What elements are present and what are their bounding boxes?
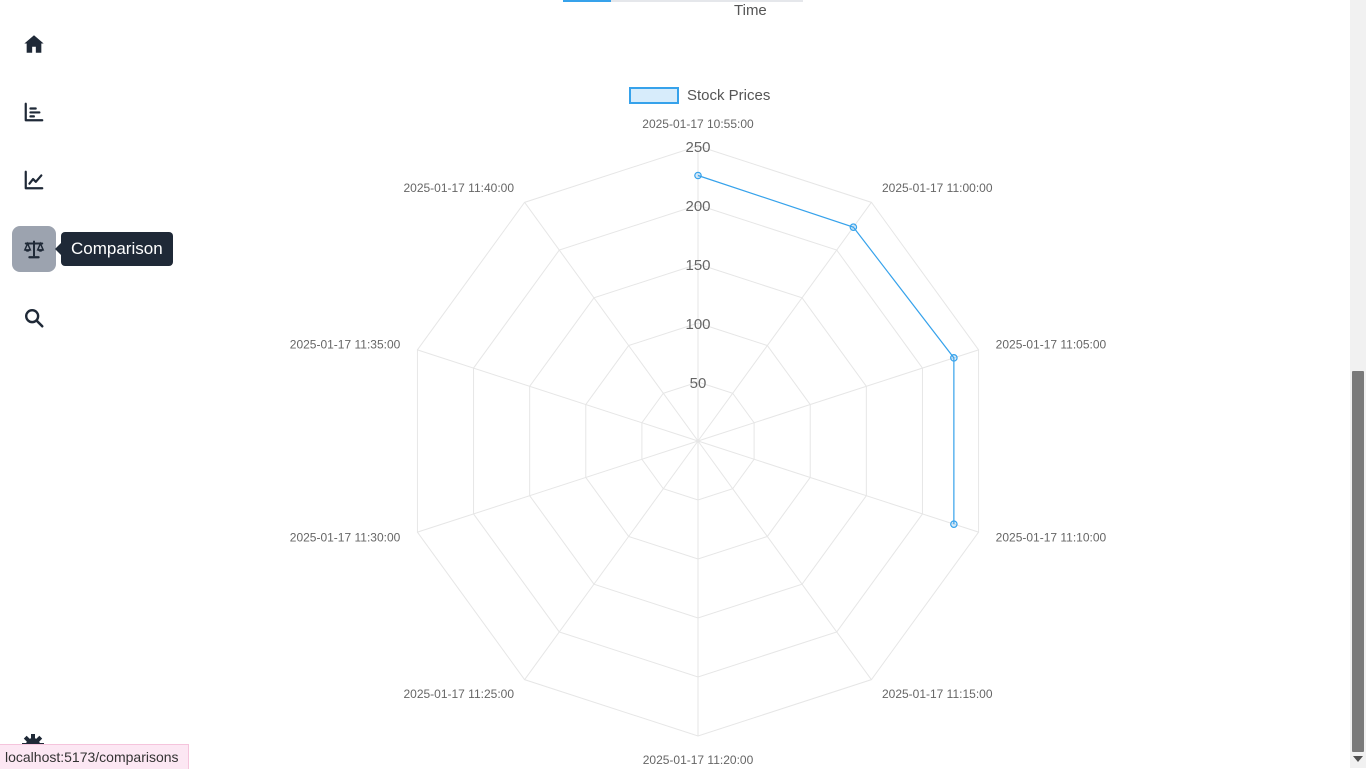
radar-series-line [697, 174, 955, 525]
nav-tooltip: Comparison [55, 232, 173, 266]
radar-spoke [697, 202, 872, 442]
radar-point-label: 2025-01-17 10:55:00 [642, 117, 754, 131]
radar-spoke [417, 440, 699, 533]
bar-chart-icon [24, 102, 44, 122]
radar-point-label: 2025-01-17 11:00:00 [882, 181, 993, 195]
nav-search[interactable] [12, 295, 56, 341]
page-scrollbar-thumb[interactable] [1352, 371, 1364, 752]
nav-home[interactable] [12, 21, 56, 67]
previous-chart-scrollbar-thumb [563, 0, 611, 2]
radar-tick-label: 50 [690, 375, 707, 392]
radar-tick-label: 200 [685, 198, 710, 215]
radar-point-label: 2025-01-17 11:35:00 [290, 337, 401, 351]
radar-data-point [694, 171, 702, 180]
radar-data-point [950, 520, 958, 528]
radar-point-label: 2025-01-17 11:05:00 [996, 337, 1107, 351]
radar-data-point [950, 354, 958, 362]
radar-spoke [417, 349, 699, 442]
radar-tick-label: 150 [685, 257, 710, 274]
nav-line-chart[interactable] [12, 157, 56, 203]
radar-point-label: 2025-01-17 11:15:00 [882, 687, 993, 701]
status-bar-url: localhost:5173/comparisons [0, 744, 189, 769]
search-icon [25, 309, 44, 328]
radar-spoke [524, 202, 699, 442]
radar-spoke [697, 349, 979, 442]
radar-point-label: 2025-01-17 11:30:00 [290, 531, 401, 545]
legend-swatch [629, 87, 679, 104]
nav-comparison[interactable] [12, 226, 56, 272]
radar-tick-label: 250 [685, 139, 710, 156]
line-chart-icon [24, 170, 44, 190]
radar-spoke [697, 440, 872, 680]
home-icon [24, 35, 44, 53]
radar-tick-label: 100 [685, 316, 710, 333]
radar-data-point [849, 223, 858, 231]
scroll-down-arrow[interactable] [1353, 756, 1363, 762]
scale-icon [23, 240, 45, 259]
radar-point-label: 2025-01-17 11:25:00 [403, 687, 514, 701]
nav-bar-chart[interactable] [12, 89, 56, 135]
chart-legend[interactable]: Stock Prices [629, 87, 770, 104]
radar-point-label: 2025-01-17 11:20:00 [643, 753, 754, 767]
radar-spoke [697, 440, 979, 533]
radar-spoke [524, 440, 699, 680]
radar-point-label: 2025-01-17 11:10:00 [996, 531, 1107, 545]
previous-chart-scrollbar [563, 0, 803, 2]
previous-chart-x-axis-label: Time [734, 2, 767, 19]
legend-label: Stock Prices [687, 87, 771, 104]
radar-point-label: 2025-01-17 11:40:00 [403, 181, 514, 195]
